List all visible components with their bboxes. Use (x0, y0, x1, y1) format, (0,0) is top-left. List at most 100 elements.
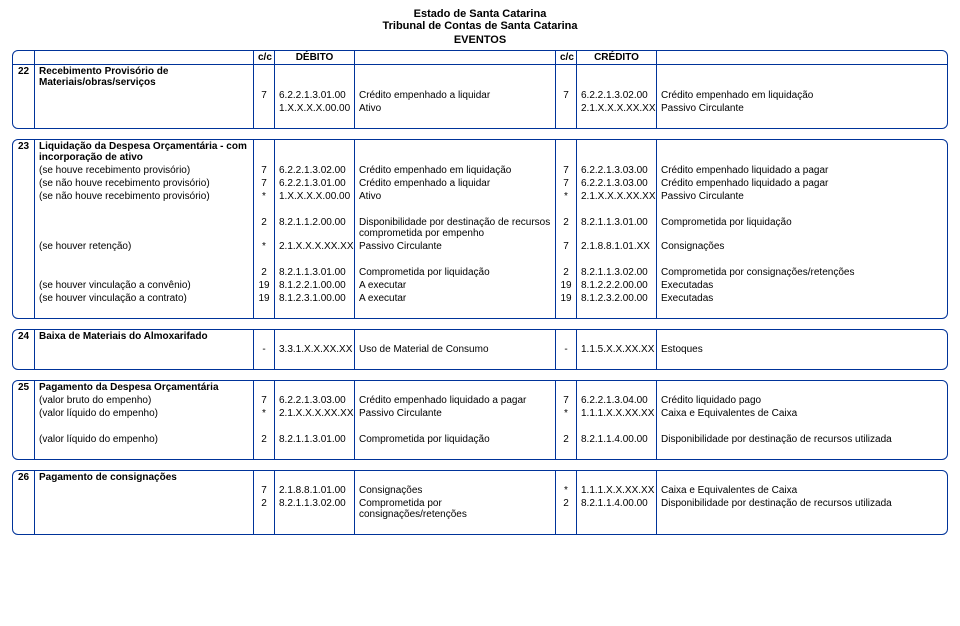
section-title: Pagamento da Despesa Orçamentária (35, 381, 253, 394)
credit-code: 1.1.5.X.X.XX.XX (577, 343, 657, 356)
debit-text: Passivo Circulante (355, 407, 555, 420)
debit-cc: 7 (253, 484, 275, 497)
credit-text: Crédito empenhado liquidado a pagar (657, 177, 947, 190)
data-row: 28.2.1.1.3.02.00Comprometida por consign… (13, 497, 947, 521)
section-22: c/cDÉBITOc/cCRÉDITO22Recebimento Provisó… (12, 50, 948, 129)
debit-text: Crédito empenhado a liquidar (355, 89, 555, 102)
section-title: Recebimento Provisório de Materiais/obra… (35, 65, 253, 89)
data-row: (se houve recebimento provisório)76.2.2.… (13, 164, 947, 177)
debit-code: 6.2.2.1.3.01.00 (275, 177, 355, 190)
row-sub: (valor líquido do empenho) (35, 407, 253, 420)
section-title-row: 22Recebimento Provisório de Materiais/ob… (13, 65, 947, 89)
credit-cc: 7 (555, 164, 577, 177)
debit-code: 2.1.8.8.1.01.00 (275, 484, 355, 497)
section-number: 23 (13, 140, 35, 164)
credit-cc: 19 (555, 292, 577, 305)
section-number: 24 (13, 330, 35, 343)
page-header: Estado de Santa Catarina Tribunal de Con… (12, 8, 948, 46)
table-header-row: c/cDÉBITOc/cCRÉDITO (13, 51, 947, 65)
credit-cc: 2 (555, 497, 577, 521)
row-sub: (valor líquido do empenho) (35, 433, 253, 446)
data-row: 2 8.2.1.1.2.00.00Disponibilidade por dest… (13, 216, 947, 240)
debit-cc: 7 (253, 394, 275, 407)
credit-text: Crédito empenhado liquidado a pagar (657, 164, 947, 177)
debit-text: Passivo Circulante (355, 240, 555, 253)
credit-text: Crédito liquidado pago (657, 394, 947, 407)
debit-cc: 7 (253, 177, 275, 190)
debit-cc: 7 (253, 89, 275, 102)
data-row: (valor líquido do empenho)*2.1.X.X.X.XX.… (13, 407, 947, 420)
debit-cc: 2 (253, 433, 275, 446)
header-line3: EVENTOS (12, 34, 948, 46)
credit-text: Caixa e Equivalentes de Caixa (657, 484, 947, 497)
data-row: 76.2.2.1.3.01.00Crédito empenhado a liqu… (13, 89, 947, 102)
row-sub (35, 89, 253, 102)
pad-row (13, 115, 947, 128)
row-sub (35, 484, 253, 497)
tables-container: c/cDÉBITOc/cCRÉDITO22Recebimento Provisó… (12, 50, 948, 535)
section-body: 23Liquidação da Despesa Orçamentária - c… (13, 140, 947, 318)
debit-text: Crédito empenhado em liquidação (355, 164, 555, 177)
credit-cc: 2 (555, 433, 577, 446)
credit-cc: 7 (555, 177, 577, 190)
debit-code: 3.3.1.X.X.XX.XX (275, 343, 355, 356)
credit-cc: * (555, 190, 577, 203)
data-row: -3.3.1.X.X.XX.XXUso de Material de Consu… (13, 343, 947, 356)
credit-text: Executadas (657, 292, 947, 305)
row-sub: (valor bruto do empenho) (35, 394, 253, 407)
credit-cc: 2 (555, 266, 577, 279)
credit-text: Comprometida por consignações/retenções (657, 266, 947, 279)
debit-cc: 2 (253, 266, 275, 279)
section-body: 26Pagamento de consignações72.1.8.8.1.01… (13, 471, 947, 534)
data-row: (se não houve recebimento provisório)*1.… (13, 190, 947, 203)
header-line1: Estado de Santa Catarina (12, 8, 948, 20)
credit-code: 2.1.X.X.X.XX.XX (577, 190, 657, 203)
credit-text: Passivo Circulante (657, 102, 947, 115)
credit-cc: 19 (555, 279, 577, 292)
debit-text: Crédito empenhado liquidado a pagar (355, 394, 555, 407)
col-cc-debit: c/c (253, 51, 275, 64)
credit-code: 1.1.1.X.X.XX.XX (577, 484, 657, 497)
debit-code: 8.2.1.1.3.01.00 (275, 433, 355, 446)
section-number: 22 (13, 65, 35, 89)
debit-cc: * (253, 240, 275, 253)
data-row: (se houver retenção)*2.1.X.X.X.XX.XXPass… (13, 240, 947, 253)
debit-code: 2.1.X.X.X.XX.XX (275, 240, 355, 253)
section-23: 23Liquidação da Despesa Orçamentária - c… (12, 139, 948, 319)
debit-cc: - (253, 343, 275, 356)
pad-row (13, 305, 947, 318)
row-sub: (se não houve recebimento provisório) (35, 177, 253, 190)
section-title-row: 23Liquidação da Despesa Orçamentária - c… (13, 140, 947, 164)
row-sub (35, 102, 253, 115)
credit-cc: 2 (555, 216, 577, 240)
credit-text: Comprometida por liquidação (657, 216, 947, 240)
section-26: 26Pagamento de consignações72.1.8.8.1.01… (12, 470, 948, 535)
row-sub: (se houve recebimento provisório) (35, 164, 253, 177)
debit-code: 8.2.1.1.2.00.00 (275, 216, 355, 240)
spacer-row (13, 203, 947, 216)
debit-text: Ativo (355, 102, 555, 115)
debit-text: A executar (355, 292, 555, 305)
credit-code: 8.1.2.2.2.00.00 (577, 279, 657, 292)
row-sub: (se houver retenção) (35, 240, 253, 253)
header-line2: Tribunal de Contas de Santa Catarina (12, 20, 948, 32)
col-debit: DÉBITO (275, 51, 355, 64)
credit-cc: * (555, 407, 577, 420)
credit-code: 8.2.1.1.3.02.00 (577, 266, 657, 279)
credit-text: Estoques (657, 343, 947, 356)
data-row: (valor bruto do empenho)76.2.2.1.3.03.00… (13, 394, 947, 407)
credit-text: Caixa e Equivalentes de Caixa (657, 407, 947, 420)
credit-text: Consignações (657, 240, 947, 253)
debit-cc: 2 (253, 497, 275, 521)
debit-code: 8.1.2.3.1.00.00 (275, 292, 355, 305)
credit-code: 1.1.1.X.X.XX.XX (577, 407, 657, 420)
data-row: (se houver vinculação a contrato)198.1.2… (13, 292, 947, 305)
data-row: 72.1.8.8.1.01.00Consignações*1.1.1.X.X.X… (13, 484, 947, 497)
data-row: (valor líquido do empenho)28.2.1.1.3.01.… (13, 433, 947, 446)
credit-text: Disponibilidade por destinação de recurs… (657, 497, 947, 521)
credit-text: Passivo Circulante (657, 190, 947, 203)
row-sub (35, 266, 253, 279)
section-title: Pagamento de consignações (35, 471, 253, 484)
debit-text: Disponibilidade por destinação de recurs… (355, 216, 555, 240)
debit-cc: * (253, 407, 275, 420)
